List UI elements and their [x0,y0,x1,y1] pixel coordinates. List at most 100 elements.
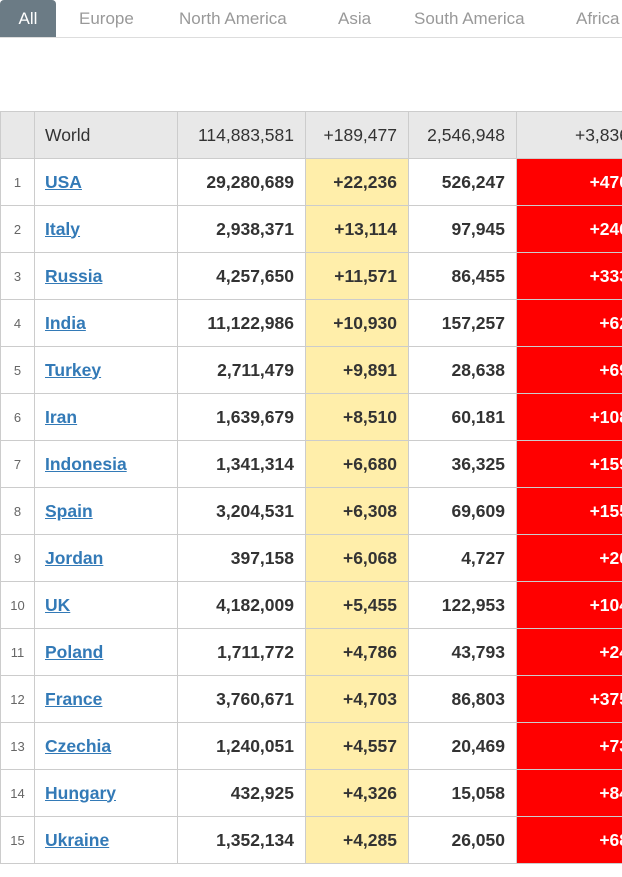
total-deaths: 86,455 [408,252,517,300]
total-cases: 2,938,371 [177,205,306,253]
world-row: World 114,883,581 +189,477 2,546,948 +3,… [0,111,622,159]
country-link[interactable]: Russia [45,265,103,286]
row-number: 5 [0,346,35,394]
row-number: 11 [0,628,35,676]
world-new-deaths: +3,836 [516,111,622,159]
new-deaths: +375 [516,675,622,723]
row-number: 7 [0,440,35,488]
country-link[interactable]: Iran [45,406,78,427]
row-number: 6 [0,393,35,441]
row-number [0,111,35,159]
country-cell: Poland [34,628,178,676]
tab-europe[interactable]: Europe [79,9,134,28]
country-link[interactable]: Czechia [45,735,112,756]
total-deaths: 28,638 [408,346,517,394]
new-cases: +8,510 [305,393,409,441]
total-cases: 3,204,531 [177,487,306,535]
row-number: 13 [0,722,35,770]
tab-south-america[interactable]: South America [414,9,525,28]
tab-all[interactable]: All [0,0,56,37]
total-deaths: 122,953 [408,581,517,629]
country-cell: Ukraine [34,816,178,864]
total-deaths: 97,945 [408,205,517,253]
new-cases: +4,285 [305,816,409,864]
total-cases: 3,760,671 [177,675,306,723]
tab-asia[interactable]: Asia [338,9,372,28]
total-deaths: 69,609 [408,487,517,535]
country-cell: France [34,675,178,723]
country-cell: Iran [34,393,178,441]
new-cases: +6,068 [305,534,409,582]
country-link[interactable]: India [45,312,86,333]
country-link[interactable]: Italy [45,218,81,239]
new-cases: +11,571 [305,252,409,300]
country-cell: India [34,299,178,347]
country-link[interactable]: Indonesia [45,453,127,474]
new-cases: +9,891 [305,346,409,394]
row-number: 3 [0,252,35,300]
new-deaths: +24 [516,628,622,676]
new-cases: +6,308 [305,487,409,535]
total-deaths: 60,181 [408,393,517,441]
total-cases: 11,122,986 [177,299,306,347]
country-cell: Indonesia [34,440,178,488]
total-deaths: 20,469 [408,722,517,770]
new-cases: +4,557 [305,722,409,770]
total-deaths: 4,727 [408,534,517,582]
total-cases: 4,182,009 [177,581,306,629]
new-cases: +22,236 [305,158,409,206]
new-deaths: +73 [516,722,622,770]
total-cases: 4,257,650 [177,252,306,300]
world-new-cases: +189,477 [305,111,409,159]
row-number: 9 [0,534,35,582]
row-number: 4 [0,299,35,347]
country-link[interactable]: Ukraine [45,829,110,850]
new-deaths: +62 [516,299,622,347]
new-deaths: +159 [516,440,622,488]
country-link[interactable]: Spain [45,500,93,521]
region-tabs: All Europe North America Asia South Amer… [0,0,622,38]
country-cell: Hungary [34,769,178,817]
new-deaths: +470 [516,158,622,206]
country-link[interactable]: Turkey [45,359,102,380]
total-cases: 1,240,051 [177,722,306,770]
total-deaths: 26,050 [408,816,517,864]
world-total-cases: 114,883,581 [177,111,306,159]
country-link[interactable]: Poland [45,641,104,662]
new-cases: +6,680 [305,440,409,488]
country-cell: USA [34,158,178,206]
country-link[interactable]: UK [45,594,71,615]
country-link[interactable]: Hungary [45,782,116,803]
covid-stats-table: World 114,883,581 +189,477 2,546,948 +3,… [0,111,622,864]
new-deaths: +246 [516,205,622,253]
row-number: 2 [0,205,35,253]
tab-north-america[interactable]: North America [179,9,287,28]
total-deaths: 43,793 [408,628,517,676]
total-cases: 29,280,689 [177,158,306,206]
new-deaths: +69 [516,346,622,394]
country-cell: UK [34,581,178,629]
new-deaths: +26 [516,534,622,582]
country-link[interactable]: Jordan [45,547,104,568]
row-number: 12 [0,675,35,723]
country-link[interactable]: France [45,688,103,709]
row-number: 14 [0,769,35,817]
row-number: 1 [0,158,35,206]
new-cases: +5,455 [305,581,409,629]
world-total-deaths: 2,546,948 [408,111,517,159]
total-deaths: 157,257 [408,299,517,347]
tab-africa[interactable]: Africa [576,9,620,28]
country-link[interactable]: USA [45,171,82,192]
total-cases: 1,711,772 [177,628,306,676]
total-cases: 397,158 [177,534,306,582]
